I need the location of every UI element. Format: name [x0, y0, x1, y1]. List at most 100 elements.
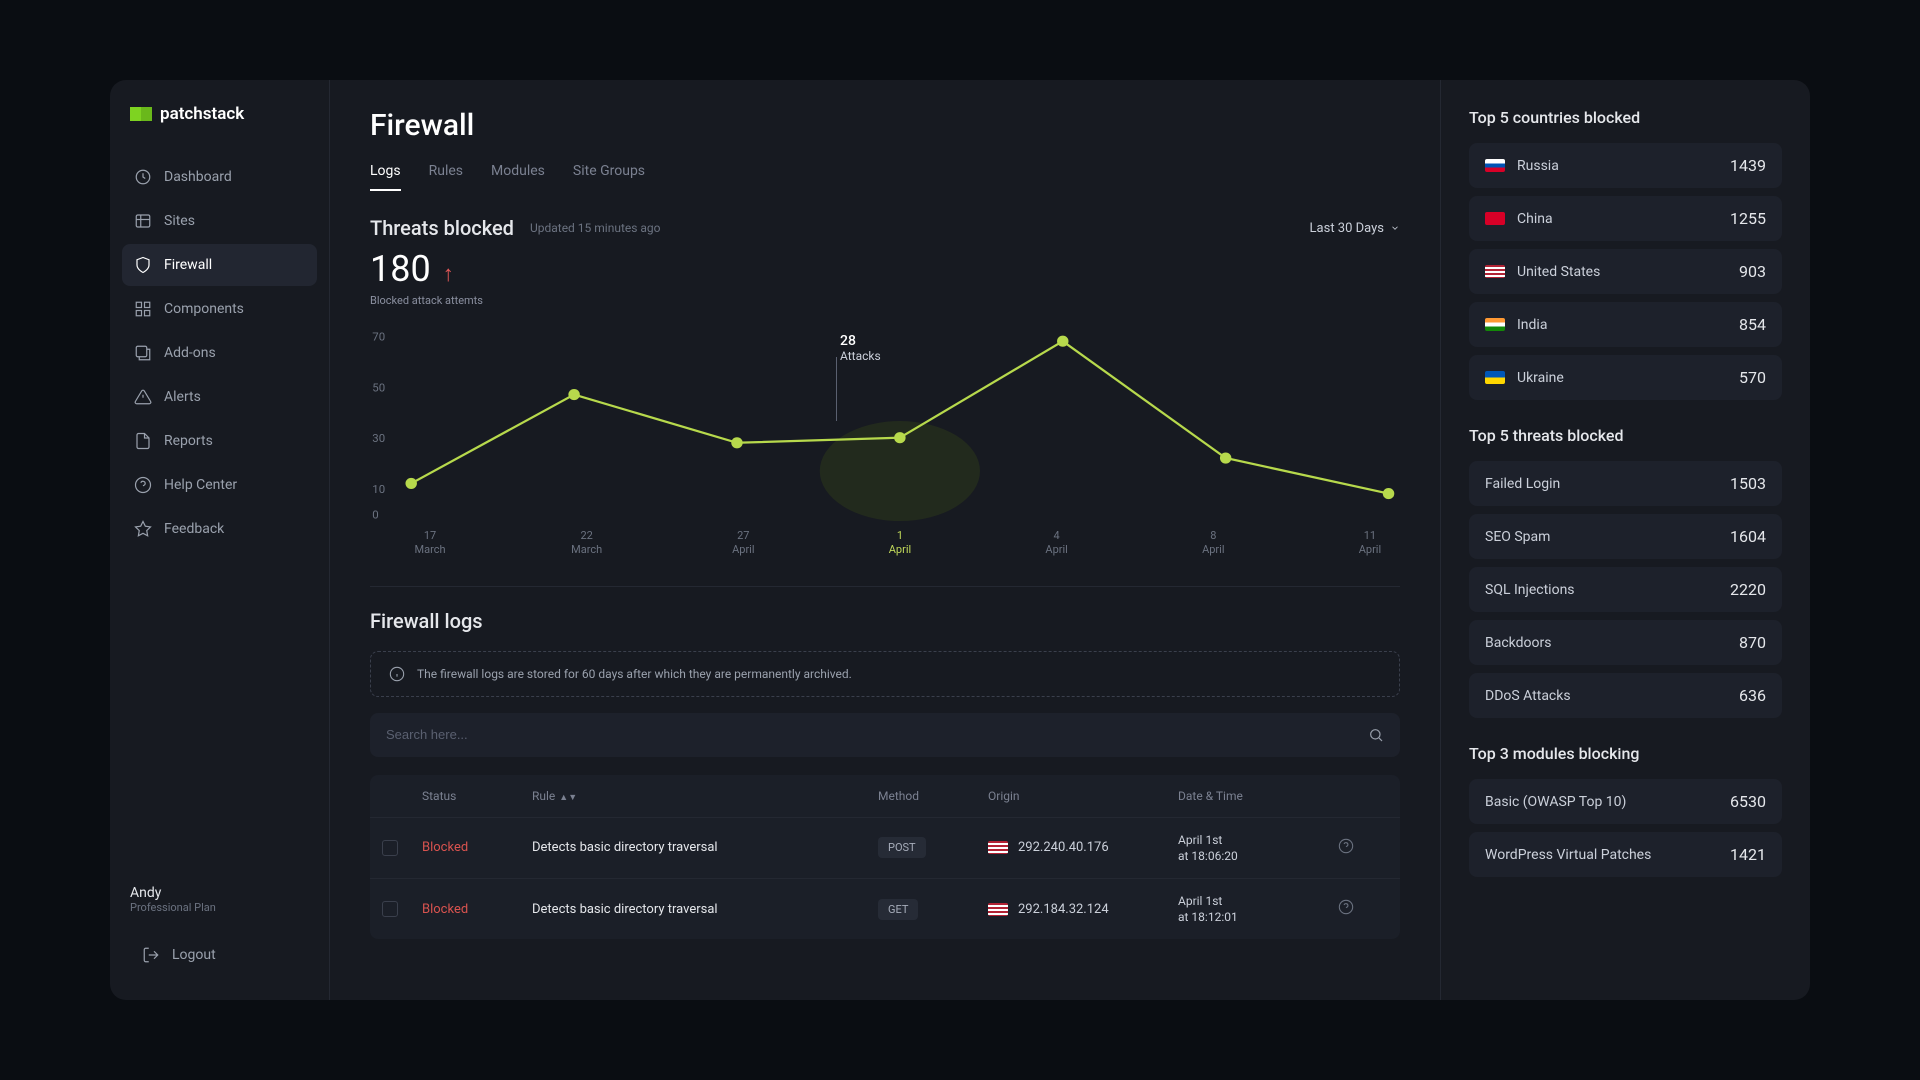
sidebar-item-label: Reports [164, 433, 213, 449]
stat-row[interactable]: China1255 [1469, 196, 1782, 241]
trend-up-icon: ↑ [443, 261, 454, 287]
nav-icon [134, 344, 152, 362]
content: Firewall LogsRulesModulesSite Groups Thr… [330, 80, 1440, 1000]
col-rule[interactable]: Rule▲▼ [532, 789, 878, 803]
stat-value: 1255 [1730, 209, 1766, 228]
row-datetime: April 1stat 18:06:20 [1178, 832, 1338, 864]
chart-x-label: 22March [557, 529, 617, 558]
stat-value: 854 [1739, 315, 1766, 334]
tab-modules[interactable]: Modules [491, 163, 545, 191]
col-origin[interactable]: Origin [988, 789, 1178, 803]
nav-icon [134, 476, 152, 494]
stat-value: 870 [1739, 633, 1766, 652]
brand-logo: patchstack [122, 104, 317, 148]
col-method[interactable]: Method [878, 789, 988, 803]
row-datetime: April 1stat 18:12:01 [1178, 893, 1338, 925]
logs-info-banner: The firewall logs are stored for 60 days… [370, 651, 1400, 697]
col-status[interactable]: Status [422, 789, 532, 803]
logs-search[interactable] [370, 713, 1400, 757]
range-label: Last 30 Days [1310, 221, 1384, 236]
row-origin: 292.184.32.124 [988, 902, 1178, 917]
tab-rules[interactable]: Rules [429, 163, 463, 191]
svg-text:70: 70 [372, 331, 385, 344]
row-method: GET [878, 899, 918, 920]
sidebar-item-add-ons[interactable]: Add-ons [122, 332, 317, 374]
stat-label: Backdoors [1485, 635, 1739, 651]
stat-row[interactable]: SEO Spam1604 [1469, 514, 1782, 559]
logout-button[interactable]: Logout [130, 934, 309, 976]
stat-label: India [1485, 317, 1739, 333]
chevron-down-icon [1390, 223, 1400, 233]
nav-icon [134, 388, 152, 406]
flag-icon [988, 841, 1008, 854]
stat-row[interactable]: Russia1439 [1469, 143, 1782, 188]
search-input[interactable] [386, 727, 1368, 742]
user-name: Andy [130, 885, 309, 901]
stat-row[interactable]: United States903 [1469, 249, 1782, 294]
row-checkbox[interactable] [382, 840, 398, 856]
threats-sublabel: Blocked attack attemts [370, 294, 1400, 307]
sidebar-item-dashboard[interactable]: Dashboard [122, 156, 317, 198]
nav-icon [134, 520, 152, 538]
chart-x-label: 11April [1340, 529, 1400, 558]
tab-logs[interactable]: Logs [370, 163, 401, 191]
stat-row[interactable]: Failed Login1503 [1469, 461, 1782, 506]
tab-site-groups[interactable]: Site Groups [573, 163, 645, 191]
sidebar-item-label: Feedback [164, 521, 224, 537]
table-row[interactable]: BlockedDetects basic directory traversal… [370, 878, 1400, 939]
logo-mark-icon [130, 107, 152, 121]
row-checkbox[interactable] [382, 901, 398, 917]
sidebar-item-firewall[interactable]: Firewall [122, 244, 317, 286]
sidebar-item-label: Sites [164, 213, 195, 229]
range-select[interactable]: Last 30 Days [1310, 221, 1400, 236]
nav-icon [134, 168, 152, 186]
table-row[interactable]: BlockedDetects basic directory traversal… [370, 818, 1400, 878]
row-rule: Detects basic directory traversal [532, 840, 878, 855]
sidebar-item-sites[interactable]: Sites [122, 200, 317, 242]
stat-value: 1421 [1730, 845, 1766, 864]
col-datetime[interactable]: Date & Time [1178, 789, 1338, 803]
stat-label: DDoS Attacks [1485, 688, 1739, 704]
big-number-row: 180 ↑ [370, 248, 1400, 290]
stat-row[interactable]: DDoS Attacks636 [1469, 673, 1782, 718]
threats-count: 180 [370, 248, 431, 290]
sidebar: patchstack Dashboard Sites Firewall Compone… [110, 80, 330, 1000]
row-info-button[interactable] [1338, 838, 1388, 858]
logout-icon [142, 946, 160, 964]
threats-updated: Updated 15 minutes ago [530, 221, 661, 235]
threats-header: Threats blocked Updated 15 minutes ago L… [370, 216, 1400, 240]
threats-list: Failed Login1503 SEO Spam1604 SQL Injectio… [1469, 461, 1782, 718]
row-method: POST [878, 837, 926, 858]
sidebar-item-label: Dashboard [164, 169, 232, 185]
flag-icon [988, 903, 1008, 916]
sidebar-item-feedback[interactable]: Feedback [122, 508, 317, 550]
svg-text:0: 0 [372, 508, 378, 521]
modules-list: Basic (OWASP Top 10)6530 WordPress Virtua… [1469, 779, 1782, 877]
countries-title: Top 5 countries blocked [1469, 108, 1782, 127]
sidebar-item-label: Add-ons [164, 345, 216, 361]
divider [370, 586, 1400, 587]
stat-row[interactable]: Ukraine570 [1469, 355, 1782, 400]
flag-icon [1485, 265, 1505, 278]
sidebar-item-help-center[interactable]: Help Center [122, 464, 317, 506]
sidebar-item-reports[interactable]: Reports [122, 420, 317, 462]
stat-row[interactable]: Basic (OWASP Top 10)6530 [1469, 779, 1782, 824]
chart-x-label: 8April [1183, 529, 1243, 558]
stat-row[interactable]: India854 [1469, 302, 1782, 347]
stat-row[interactable]: WordPress Virtual Patches1421 [1469, 832, 1782, 877]
app-frame: patchstack Dashboard Sites Firewall Compone… [110, 80, 1810, 1000]
stat-row[interactable]: Backdoors870 [1469, 620, 1782, 665]
sidebar-item-label: Components [164, 301, 244, 317]
sidebar-item-alerts[interactable]: Alerts [122, 376, 317, 418]
user-plan: Professional Plan [130, 901, 309, 914]
user-block[interactable]: Andy Professional Plan [130, 885, 309, 914]
chart-x-label: 4April [1027, 529, 1087, 558]
stat-row[interactable]: SQL Injections2220 [1469, 567, 1782, 612]
row-rule: Detects basic directory traversal [532, 902, 878, 917]
svg-text:10: 10 [372, 483, 385, 496]
svg-text:30: 30 [372, 432, 385, 445]
sidebar-item-label: Help Center [164, 477, 237, 493]
row-info-button[interactable] [1338, 899, 1388, 919]
sidebar-item-components[interactable]: Components [122, 288, 317, 330]
stat-value: 570 [1739, 368, 1766, 387]
